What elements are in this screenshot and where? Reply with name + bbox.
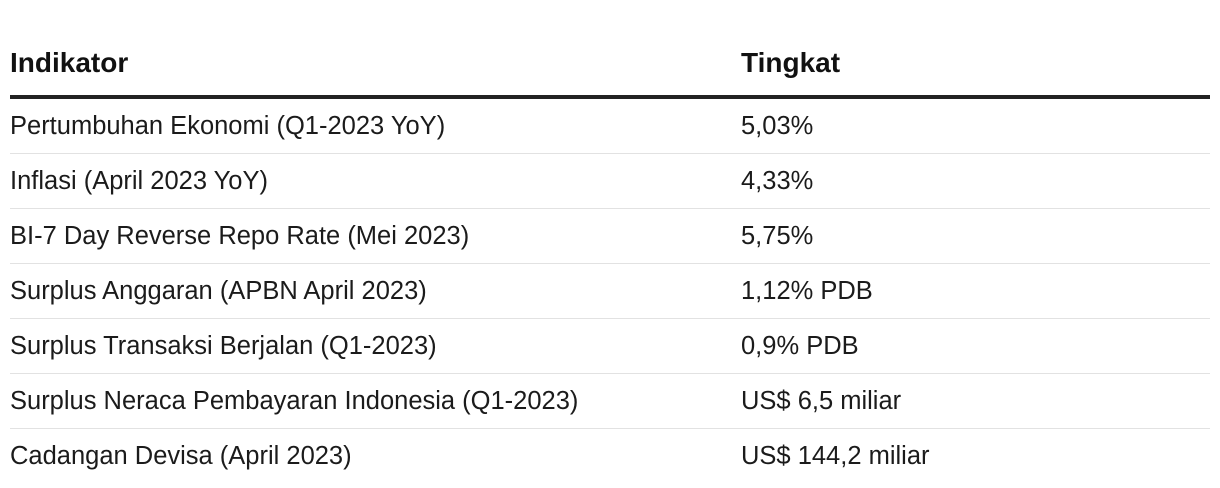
header-row: Indikator Tingkat (10, 0, 1210, 99)
header-tingkat: Tingkat (741, 0, 1210, 99)
header-indikator: Indikator (10, 0, 741, 99)
value-cell: 5,75% (741, 208, 1210, 264)
value-cell: 0,9% PDB (741, 318, 1210, 374)
indicator-cell: BI-7 Day Reverse Repo Rate (Mei 2023) (10, 208, 741, 264)
indicator-cell: Pertumbuhan Ekonomi (Q1-2023 YoY) (10, 97, 741, 154)
table-body: Pertumbuhan Ekonomi (Q1-2023 YoY) 5,03% … (10, 97, 1210, 483)
value-cell: 5,03% (741, 97, 1210, 154)
indicator-cell: Surplus Anggaran (APBN April 2023) (10, 263, 741, 319)
value-cell: 4,33% (741, 153, 1210, 209)
value-cell: US$ 144,2 miliar (741, 441, 930, 470)
table-row: BI-7 Day Reverse Repo Rate (Mei 2023) 5,… (10, 208, 1210, 264)
indicator-cell: Inflasi (April 2023 YoY) (10, 153, 741, 209)
value-cell: 1,12% PDB (741, 263, 1210, 319)
table-row: Cadangan Devisa (April 2023) US$ 144,2 m… (10, 429, 1210, 484)
table-row: Surplus Anggaran (APBN April 2023) 1,12%… (10, 263, 1210, 319)
table-row: Pertumbuhan Ekonomi (Q1-2023 YoY) 5,03% (10, 97, 1210, 154)
indicator-table: Indikator Tingkat Pertumbuhan Ekonomi (Q… (10, 0, 1210, 483)
indicator-cell: Surplus Transaksi Berjalan (Q1-2023) (10, 318, 741, 374)
table-row: Surplus Neraca Pembayaran Indonesia (Q1-… (10, 373, 1210, 429)
value-cell: US$ 6,5 miliar (741, 373, 1210, 429)
indicator-cell: Cadangan Devisa (April 2023) (10, 441, 352, 470)
indicator-table-container: Indikator Tingkat Pertumbuhan Ekonomi (Q… (10, 0, 1210, 483)
indicator-cell: Surplus Neraca Pembayaran Indonesia (Q1-… (10, 373, 741, 429)
table-header: Indikator Tingkat (10, 0, 1210, 99)
table-row: Surplus Transaksi Berjalan (Q1-2023) 0,9… (10, 318, 1210, 374)
table-row: Inflasi (April 2023 YoY) 4,33% (10, 153, 1210, 209)
